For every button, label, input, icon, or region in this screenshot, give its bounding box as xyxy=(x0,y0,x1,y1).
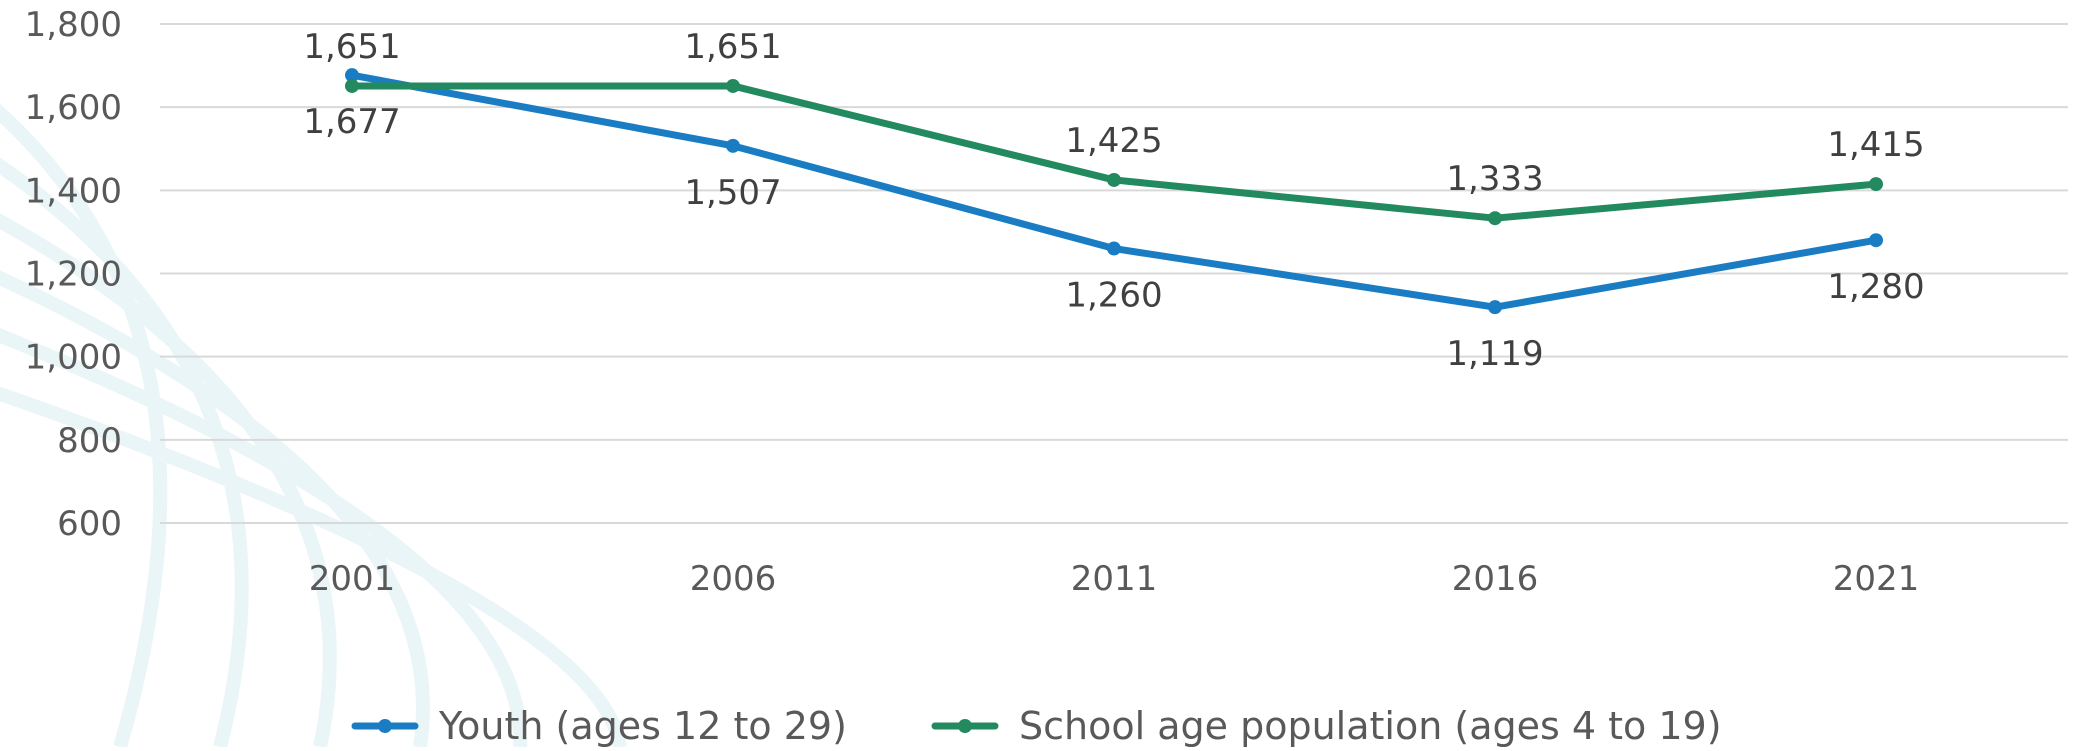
data-point xyxy=(345,68,359,83)
data-point xyxy=(726,138,740,153)
data-point xyxy=(726,78,740,93)
series-lines xyxy=(345,68,1883,315)
data-point xyxy=(345,78,359,93)
data-label: 1,425 xyxy=(1065,121,1162,161)
x-tick-label: 2001 xyxy=(309,559,396,599)
legend-label: Youth (ages 12 to 29) xyxy=(438,704,847,747)
legend: Youth (ages 12 to 29) School age populati… xyxy=(351,704,1722,748)
data-label: 1,280 xyxy=(1827,267,1924,307)
data-label: 1,415 xyxy=(1827,125,1924,165)
data-label: 1,260 xyxy=(1065,276,1162,316)
series-2 xyxy=(345,78,1883,226)
data-point xyxy=(1107,172,1121,187)
y-tick-label: 800 xyxy=(57,421,122,461)
y-tick-label: 1,400 xyxy=(25,171,122,211)
data-label: 1,507 xyxy=(684,173,781,213)
y-tick-label: 1,000 xyxy=(25,338,122,378)
y-axis-tick-labels: 600 800 1,000 1,200 1,400 1,600 1,800 xyxy=(25,5,122,544)
x-tick-label: 2016 xyxy=(1452,559,1539,599)
gridlines xyxy=(160,23,2068,524)
data-point xyxy=(1107,241,1121,256)
legend-swatch-marker xyxy=(378,719,392,733)
series-1 xyxy=(345,68,1883,315)
x-tick-label: 2011 xyxy=(1071,559,1158,599)
data-label: 1,651 xyxy=(684,27,781,67)
y-tick-label: 1,800 xyxy=(25,5,122,45)
legend-item: Youth (ages 12 to 29) xyxy=(351,704,847,748)
y-tick-label: 600 xyxy=(57,504,122,544)
legend-swatch-marker xyxy=(958,719,972,733)
x-tick-label: 2006 xyxy=(690,559,777,599)
x-axis-tick-labels: 2001 2006 2011 2016 2021 xyxy=(309,559,1920,599)
legend-item: School age population (ages 4 to 19) xyxy=(931,704,1722,748)
y-tick-label: 1,600 xyxy=(25,88,122,128)
data-labels: 1,677 1,507 1,260 1,119 1,280 1,651 1,651 1,425… xyxy=(303,27,1924,374)
data-label: 1,119 xyxy=(1446,334,1543,374)
y-tick-label: 1,200 xyxy=(25,255,122,295)
data-label: 1,677 xyxy=(303,102,400,142)
data-point xyxy=(1869,177,1883,192)
data-point xyxy=(1488,211,1502,226)
data-point xyxy=(1488,300,1502,315)
x-tick-label: 2021 xyxy=(1833,559,1920,599)
data-label: 1,651 xyxy=(303,27,400,67)
background-decoration xyxy=(0,103,627,749)
legend-label: School age population (ages 4 to 19) xyxy=(1019,704,1722,747)
data-point xyxy=(1869,233,1883,248)
data-label: 1,333 xyxy=(1446,159,1543,199)
